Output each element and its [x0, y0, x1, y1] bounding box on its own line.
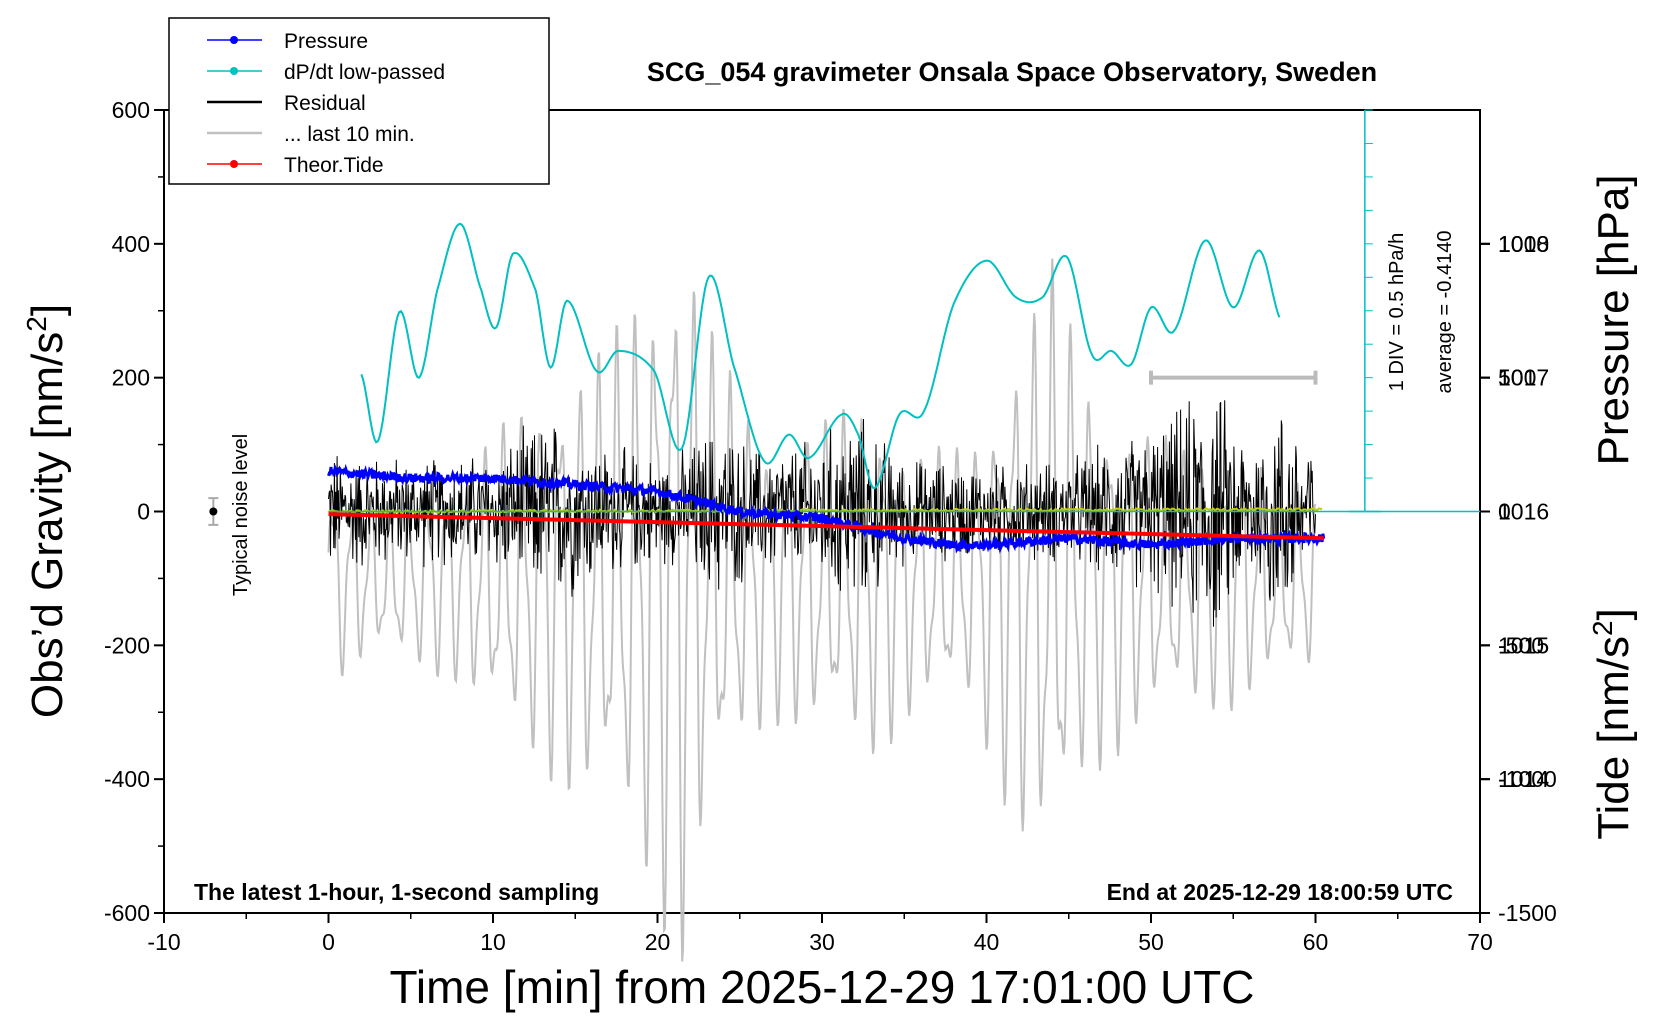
- legend-label: Residual: [284, 92, 366, 115]
- pressure-tick-label: 1015: [1498, 632, 1549, 658]
- noise-marker: [209, 507, 218, 516]
- tide-axis-ticks: -1500 -1000 -500 0 500 1000: [1480, 231, 1557, 926]
- bottom-left-note: The latest 1-hour, 1-second sampling: [194, 879, 599, 905]
- noise-level-label: Typical noise level: [230, 434, 252, 596]
- legend-label: ... last 10 min.: [284, 123, 415, 146]
- y-axis-label-tide-close: ]: [1589, 608, 1638, 620]
- y-tick-label: 0: [137, 499, 150, 525]
- y-axis-label-left-main: Obs’d Gravity [nm/s: [23, 332, 72, 718]
- pressure-axis-ticks: 1014 1015 1016 1017 1018: [1480, 231, 1549, 792]
- x-tick-label: 60: [1303, 929, 1329, 955]
- pressure-tick-label: 1017: [1498, 365, 1549, 391]
- x-tick-label: 50: [1138, 929, 1164, 955]
- pressure-tick-label: 1014: [1498, 766, 1549, 792]
- legend-marker: [230, 160, 238, 168]
- legend-marker: [230, 36, 238, 44]
- tide-tick-label: -500: [1498, 632, 1544, 658]
- chart-extras: [208, 370, 1318, 526]
- x-tick-label: 20: [645, 929, 671, 955]
- y-tick-label: 200: [112, 365, 150, 391]
- dpdt-average-label: average = -0.4140: [1434, 231, 1456, 394]
- y-tick-label: -200: [104, 632, 150, 658]
- pressure-series: [327, 463, 1326, 555]
- chart-title: SCG_054 gravimeter Onsala Space Observat…: [647, 57, 1377, 87]
- tide-tick-label: -1000: [1498, 766, 1557, 792]
- x-tick-label: 10: [480, 929, 506, 955]
- pressure-tick-label: 1018: [1498, 231, 1549, 257]
- pressure-line: [327, 463, 1326, 555]
- dpdt-scale-label: 1 DIV = 0.5 hPa/h: [1386, 233, 1408, 391]
- bottom-right-note: End at 2025-12-29 18:00:59 UTC: [1107, 879, 1453, 905]
- tide-tick-label: 0: [1498, 499, 1511, 525]
- y-tick-label: -600: [104, 900, 150, 926]
- residual-line: [328, 400, 1316, 627]
- y-axis-label-tide: Tide [nm/s2]: [1587, 608, 1638, 840]
- x-tick-label: 70: [1467, 929, 1493, 955]
- theor-tide-series: [328, 512, 1324, 541]
- y-tick-label: -400: [104, 766, 150, 792]
- theor-tide-line: [328, 512, 1324, 541]
- legend-label: Pressure: [284, 30, 368, 53]
- legend: Pressure dP/dt low-passed Residual ... last…: [168, 17, 550, 185]
- legend-marker: [230, 67, 238, 75]
- dpdt-series: [328, 109, 1480, 513]
- dpdt-line: [360, 222, 1281, 490]
- y-axis-label-pressure: Pressure [hPa]: [1589, 174, 1638, 465]
- tide-tick-label: 500: [1498, 365, 1536, 391]
- pressure-tick-label: 1016: [1498, 499, 1549, 525]
- y-axis-label-left: Obs’d Gravity [nm/s2]: [21, 304, 72, 718]
- y-axis-ticks: -600 -400 -200 0 200 400 600: [104, 97, 164, 926]
- residual-series: [328, 400, 1316, 627]
- legend-label: dP/dt low-passed: [284, 61, 445, 84]
- y-axis-label-left-sup: 2: [21, 316, 52, 332]
- x-tick-label: 30: [809, 929, 835, 955]
- y-axis-label-tide-main: Tide [nm/s: [1589, 636, 1638, 840]
- tide-tick-label: -1500: [1498, 900, 1557, 926]
- y-tick-label: 400: [112, 231, 150, 257]
- x-axis-label: Time [min] from 2025-12-29 17:01:00 UTC: [390, 961, 1255, 1013]
- y-axis-label-tide-sup: 2: [1587, 620, 1618, 636]
- x-tick-label: 0: [322, 929, 335, 955]
- y-axis-label-left-close: ]: [23, 304, 72, 316]
- x-tick-label: -10: [147, 929, 180, 955]
- tide-tick-label: 1000: [1498, 231, 1549, 257]
- x-tick-label: 40: [974, 929, 1000, 955]
- y-tick-label: 600: [112, 97, 150, 123]
- legend-label: Theor.Tide: [284, 154, 384, 177]
- x-axis-ticks: -10 0 10 20 30 40 50 60 70: [147, 913, 1493, 955]
